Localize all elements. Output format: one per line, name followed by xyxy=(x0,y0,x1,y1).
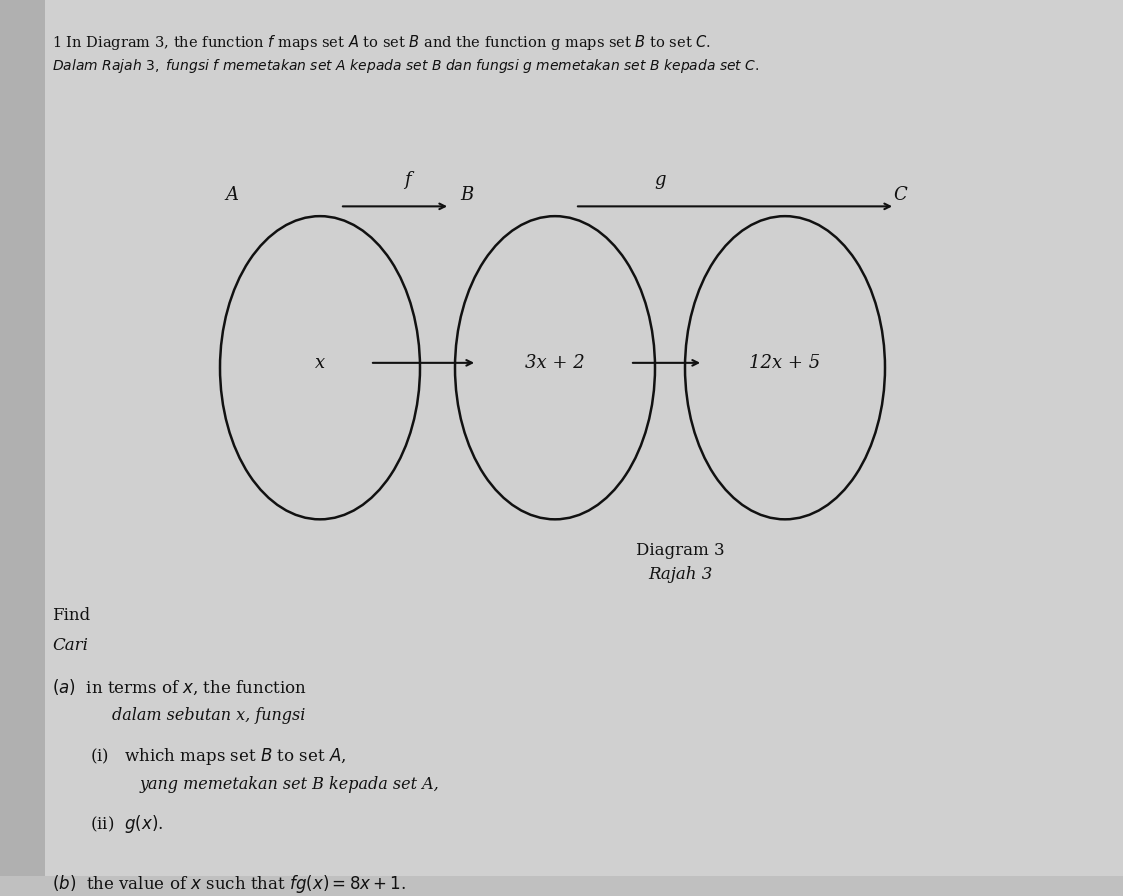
Text: $(b)$  the value of $x$ such that $fg(x) = 8x + 1$.: $(b)$ the value of $x$ such that $fg(x) … xyxy=(52,874,407,895)
Text: f: f xyxy=(404,171,411,189)
Text: x: x xyxy=(314,354,325,372)
Text: Find: Find xyxy=(52,607,90,625)
Text: 3x + 2: 3x + 2 xyxy=(526,354,585,372)
Text: Diagram 3: Diagram 3 xyxy=(636,542,724,559)
Text: Cari: Cari xyxy=(52,637,88,654)
Text: 1 In Diagram 3, the function $f$ maps set $A$ to set $B$ and the function g maps: 1 In Diagram 3, the function $f$ maps se… xyxy=(52,33,711,52)
Text: (i)   which maps set $B$ to set $A$,: (i) which maps set $B$ to set $A$, xyxy=(90,746,346,767)
Text: 12x + 5: 12x + 5 xyxy=(749,354,821,372)
Text: yang memetakan set B kepada set A,: yang memetakan set B kepada set A, xyxy=(140,776,440,793)
Bar xyxy=(0,0,45,876)
Text: A: A xyxy=(225,186,238,204)
Text: (ii)  $g(x)$.: (ii) $g(x)$. xyxy=(90,813,163,835)
Text: $(a)$  in terms of $x$, the function: $(a)$ in terms of $x$, the function xyxy=(52,677,307,697)
Text: B: B xyxy=(460,186,473,204)
Text: $Dalam\ Rajah\ 3,\ fungsi\ f\ memetakan\ set\ A\ kepada\ set\ B\ dan\ fungsi\ g\: $Dalam\ Rajah\ 3,\ fungsi\ f\ memetakan\… xyxy=(52,56,759,74)
Text: C: C xyxy=(893,186,906,204)
Text: dalam sebutan x, fungsi: dalam sebutan x, fungsi xyxy=(112,707,305,724)
Text: g: g xyxy=(655,171,666,189)
Text: Rajah 3: Rajah 3 xyxy=(648,566,712,583)
